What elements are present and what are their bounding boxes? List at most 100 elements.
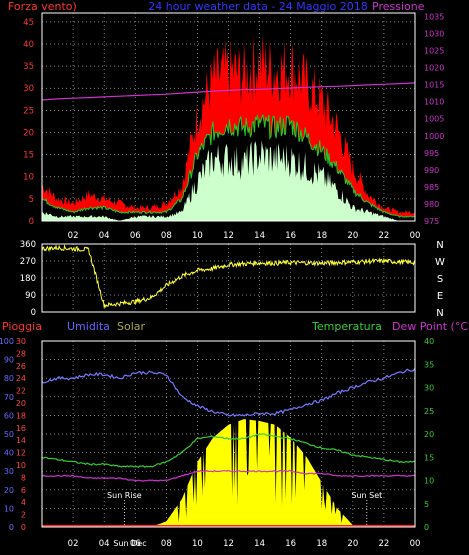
temp-y-tick: 15 — [424, 453, 434, 462]
series-humidity — [41, 367, 416, 418]
wind-y-tick: 40 — [23, 40, 34, 50]
humidity-y-tick: 50 — [4, 430, 14, 439]
pressure-y-tick: 1020 — [424, 64, 444, 73]
rain-y-tick: 14 — [16, 436, 26, 445]
rain-y-tick: 6 — [21, 486, 26, 495]
weather-x-tick: 22 — [379, 539, 390, 549]
rain-y-tick: 20 — [16, 399, 26, 408]
solar-noon-label: Sun Dec — [113, 539, 146, 548]
temp-y-tick: 40 — [424, 337, 434, 346]
humidity-y-tick: 80 — [4, 374, 14, 383]
humidity-y-tick: 30 — [4, 467, 14, 476]
wind-y-tick: 25 — [23, 106, 34, 116]
humidity-y-tick: 60 — [4, 411, 14, 420]
temp-y-tick: 25 — [424, 407, 434, 416]
chart-title: 24 hour weather data - 24 Maggio 2018 — [148, 0, 367, 13]
compass-label: N — [436, 308, 443, 319]
direction-y-tick: 360 — [20, 240, 36, 250]
rain-y-tick: 8 — [21, 473, 26, 482]
rain-y-tick: 16 — [16, 424, 26, 433]
wind-x-tick: 00 — [410, 231, 421, 241]
pressure-y-tick: 975 — [424, 217, 439, 226]
sunrise-label: Sun Rise — [107, 491, 142, 500]
pressure-y-tick: 980 — [424, 200, 439, 209]
rain-y-tick: 0 — [21, 523, 26, 532]
weather-frame — [41, 340, 416, 528]
temp-y-tick: 20 — [424, 430, 434, 439]
rain-y-tick: 24 — [16, 374, 26, 383]
humidity-y-tick: 70 — [4, 393, 14, 402]
weather-x-tick: 10 — [192, 539, 203, 549]
compass-label: E — [437, 291, 443, 302]
wind-y-tick: 0 — [29, 217, 34, 227]
wind-x-tick: 04 — [99, 231, 110, 241]
direction-frame — [41, 243, 416, 313]
rain-y-tick: 28 — [16, 349, 26, 358]
humidity-y-tick: 20 — [4, 486, 14, 495]
weather-x-tick: 00 — [410, 539, 421, 549]
wind-x-tick: 08 — [161, 231, 172, 241]
rain-y-tick: 2 — [21, 511, 26, 520]
weather-x-tick: 16 — [285, 539, 296, 549]
pressure-y-tick: 1035 — [424, 12, 444, 21]
humidity-y-tick: 40 — [4, 449, 14, 458]
rain-axis-title: Pioggia — [2, 320, 42, 333]
wind-y-tick: 20 — [23, 128, 34, 138]
weather-x-tick: 12 — [223, 539, 234, 549]
rain-y-tick: 26 — [16, 362, 26, 371]
wind-x-tick: 16 — [285, 231, 296, 241]
compass-label: N — [436, 240, 443, 251]
wind-axis-title: Forza vento) — [8, 0, 77, 13]
rain-y-tick: 4 — [21, 498, 26, 507]
temperature-axis-title: Temperatura — [311, 320, 382, 333]
direction-y-tick: 180 — [20, 274, 36, 284]
rain-y-tick: 18 — [16, 411, 26, 420]
temp-y-tick: 0 — [424, 523, 429, 532]
weather-x-tick: 02 — [68, 539, 79, 549]
pressure-y-tick: 1015 — [424, 81, 444, 90]
wind-frame — [41, 12, 416, 222]
direction-y-tick: 0 — [31, 308, 36, 318]
series-dew-point — [41, 469, 416, 482]
compass-label: W — [435, 257, 445, 268]
pressure-y-tick: 1025 — [424, 47, 444, 56]
wind-y-tick: 30 — [23, 84, 34, 94]
wind-panel: 0510152025303540459759809859909951000100… — [23, 12, 444, 241]
temp-y-tick: 5 — [424, 500, 429, 509]
temp-y-tick: 35 — [424, 360, 434, 369]
wind-x-tick: 02 — [68, 231, 79, 241]
humidity-y-tick: 90 — [4, 356, 14, 365]
series-direction — [41, 244, 416, 309]
humidity-y-tick: 100 — [0, 337, 14, 346]
humidity-axis-title: Umidita — [67, 320, 110, 333]
solar-axis-title: Solar — [117, 320, 146, 333]
rain-y-tick: 12 — [16, 449, 26, 458]
wind-x-tick: 18 — [316, 231, 327, 241]
humidity-y-tick: 10 — [4, 504, 14, 513]
pressure-y-tick: 1000 — [424, 132, 444, 141]
pressure-y-tick: 1010 — [424, 98, 444, 107]
sunset-label: Sun Set — [351, 491, 382, 500]
wind-y-tick: 10 — [23, 173, 34, 183]
dew-point-axis-title: Dew Point (°C) — [392, 320, 469, 333]
rain-y-tick: 10 — [16, 461, 26, 470]
pressure-y-tick: 990 — [424, 166, 439, 175]
temp-y-tick: 30 — [424, 384, 434, 393]
wind-y-tick: 35 — [23, 62, 34, 72]
compass-label: S — [437, 274, 443, 285]
series-pressure — [41, 82, 416, 101]
weather-x-tick: 20 — [347, 539, 358, 549]
pressure-axis-title: Pressione — [372, 0, 425, 13]
weather-panel: 0102030405060708090100024681012141618202… — [0, 337, 434, 549]
weather-x-tick: 18 — [316, 539, 327, 549]
wind-y-tick: 5 — [29, 195, 34, 205]
humidity-y-tick: 0 — [9, 523, 14, 532]
wind-y-tick: 15 — [23, 151, 34, 161]
weather-x-tick: 06 — [130, 539, 141, 549]
wind-x-tick: 12 — [223, 231, 234, 241]
series-wind-min — [42, 140, 415, 221]
series-solar — [42, 419, 415, 527]
weather-x-tick: 08 — [161, 539, 172, 549]
pressure-y-tick: 1005 — [424, 115, 444, 124]
wind-x-tick: 14 — [254, 231, 265, 241]
